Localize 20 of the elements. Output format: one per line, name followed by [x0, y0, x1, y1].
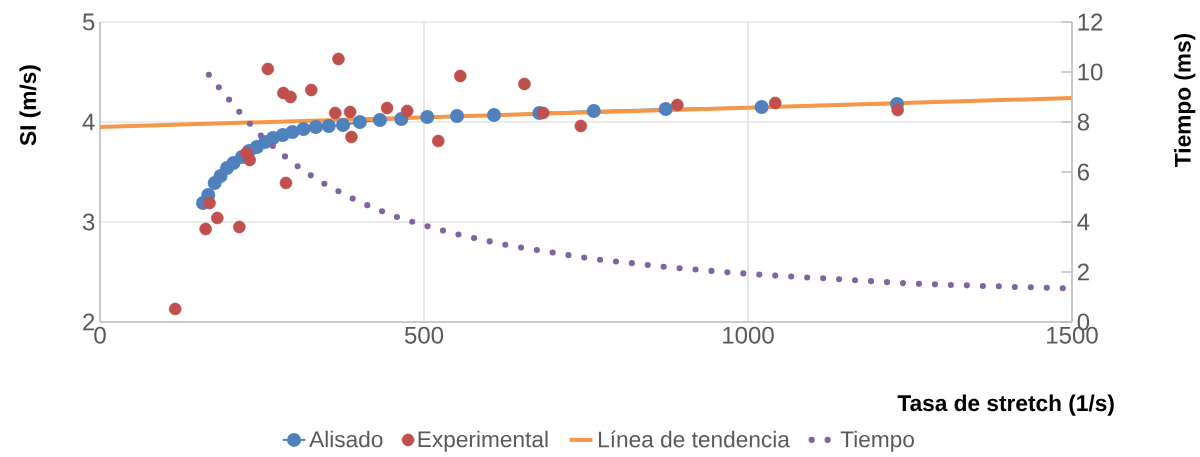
- y2-axis-title: Tiempo (ms): [1174, 33, 1196, 167]
- y-tick-label: 3: [82, 213, 95, 231]
- y2-tick-label: 12: [1078, 13, 1103, 31]
- legend-label: Tiempo: [840, 430, 914, 452]
- y-tick-label: 4: [82, 113, 95, 131]
- x-axis-title: Tasa de stretch (1/s): [897, 394, 1114, 416]
- y2-tick-label: 8: [1077, 113, 1090, 131]
- y2-tick-label: 2: [1077, 263, 1089, 281]
- y2-tick-label: 4: [1077, 213, 1090, 231]
- y-axis-title: SI (m/s): [19, 65, 41, 146]
- legend-label: Línea de tendencia: [598, 430, 790, 448]
- y2-tick-label: 10: [1078, 63, 1103, 81]
- legend-label: Alisado: [309, 430, 383, 448]
- x-tick-label: 500: [404, 326, 444, 344]
- x-tick-label: 1000: [723, 326, 774, 344]
- y-tick-label: 2: [83, 313, 95, 331]
- x-tick-label: 0: [94, 326, 106, 344]
- y-tick-label: 5: [82, 13, 95, 31]
- legend-label: Experimental: [418, 430, 548, 452]
- y2-tick-label: 6: [1077, 163, 1089, 181]
